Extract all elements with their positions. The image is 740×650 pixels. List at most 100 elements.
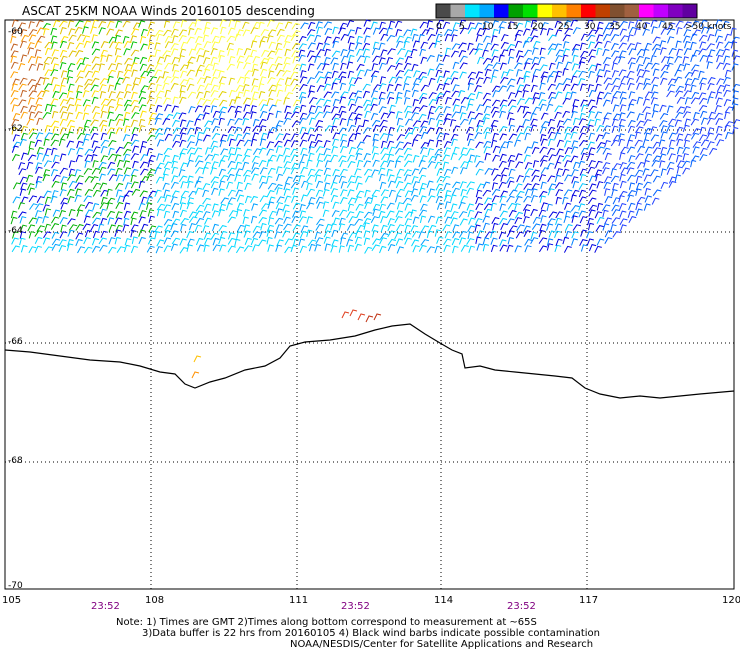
wind-barb xyxy=(676,48,684,56)
wind-barb xyxy=(123,91,131,99)
wind-barb xyxy=(605,22,614,30)
wind-barb xyxy=(386,111,396,119)
wind-barb xyxy=(612,113,622,121)
wind-barb xyxy=(379,133,388,140)
wind-barb xyxy=(243,48,252,56)
time-label: 23:52 xyxy=(91,601,120,612)
wind-barb xyxy=(100,196,108,205)
wind-barb xyxy=(427,148,434,156)
wind-barb xyxy=(130,174,137,183)
wind-barb xyxy=(379,119,388,127)
wind-barb xyxy=(67,63,76,71)
wind-barb xyxy=(219,19,227,27)
wind-barb xyxy=(707,127,715,135)
wind-barb xyxy=(418,244,427,252)
wind-barb xyxy=(603,176,612,184)
wind-barb xyxy=(690,159,697,168)
wind-barb xyxy=(610,139,620,147)
wind-barb xyxy=(379,125,388,133)
wind-barb xyxy=(452,245,459,254)
wind-barb xyxy=(75,50,84,57)
wind-barb xyxy=(146,134,156,142)
wind-barb xyxy=(124,57,133,65)
wind-barb xyxy=(292,63,302,71)
wind-barb xyxy=(546,223,554,231)
wind-barb xyxy=(636,69,645,77)
wind-barb xyxy=(476,243,484,251)
wind-barb xyxy=(284,111,292,120)
wind-barb xyxy=(666,147,675,155)
wind-barb xyxy=(44,103,52,112)
wind-barb xyxy=(276,28,285,36)
wind-barb xyxy=(35,132,44,140)
wind-barb xyxy=(676,27,683,35)
wind-barb xyxy=(300,22,309,30)
wind-barb xyxy=(708,91,716,99)
wind-barb xyxy=(130,49,140,57)
wind-barb xyxy=(643,174,652,182)
wind-barb xyxy=(379,173,386,182)
wind-barb xyxy=(67,229,75,237)
wind-barb xyxy=(362,119,369,128)
wind-barb xyxy=(724,106,734,113)
wind-barb xyxy=(131,112,140,119)
wind-barb xyxy=(346,181,355,189)
wind-barb xyxy=(339,197,348,205)
wind-barb xyxy=(115,20,123,28)
wind-barb xyxy=(98,223,105,232)
wind-barb xyxy=(628,134,636,142)
wind-barb xyxy=(484,197,493,205)
wind-barb xyxy=(188,216,198,223)
legend-swatch xyxy=(508,4,524,18)
wind-barb xyxy=(163,161,173,169)
wind-barb xyxy=(26,174,34,183)
wind-barb xyxy=(347,189,355,197)
wind-barb xyxy=(484,131,491,140)
wind-barb xyxy=(83,215,91,223)
wind-barb xyxy=(331,106,339,114)
wind-barb xyxy=(91,167,100,175)
wind-barb xyxy=(363,222,370,230)
wind-barb xyxy=(500,71,508,79)
wind-barb xyxy=(707,77,716,84)
wind-barb xyxy=(154,189,162,197)
wind-barb xyxy=(658,139,666,147)
wind-barb xyxy=(130,62,138,70)
wind-barb xyxy=(307,239,317,247)
wind-barb xyxy=(627,125,636,133)
wind-barb xyxy=(284,238,293,246)
wind-barb xyxy=(307,90,315,98)
wind-barb xyxy=(355,203,364,211)
wind-barb xyxy=(114,82,121,91)
wind-barb xyxy=(642,82,651,90)
wind-barb xyxy=(707,34,715,42)
wind-barb xyxy=(315,224,324,231)
wind-barb xyxy=(635,208,643,216)
wind-barb xyxy=(276,34,285,42)
wind-barb xyxy=(283,188,291,196)
wind-barb xyxy=(147,41,155,50)
wind-barb xyxy=(468,217,476,225)
wind-barb xyxy=(731,103,739,111)
wind-barb xyxy=(619,91,627,99)
wind-barb xyxy=(84,78,93,86)
wind-barb xyxy=(396,202,404,210)
wind-barb xyxy=(420,239,430,246)
wind-barb xyxy=(363,27,371,35)
wind-barb xyxy=(419,21,428,29)
wind-barb xyxy=(194,43,202,51)
wind-barb xyxy=(354,196,362,204)
wind-barb xyxy=(628,216,637,224)
wind-barbs xyxy=(10,19,740,379)
wind-barb xyxy=(291,216,300,224)
wind-barb xyxy=(116,97,124,106)
wind-barb xyxy=(684,41,691,49)
wind-barb xyxy=(675,20,684,28)
wind-barb xyxy=(250,215,258,224)
wind-barb xyxy=(698,92,707,100)
wind-barb xyxy=(252,225,261,233)
wind-barb xyxy=(611,50,620,58)
wind-barb xyxy=(412,181,420,189)
wind-barb xyxy=(660,181,669,190)
wind-barb xyxy=(108,174,118,182)
